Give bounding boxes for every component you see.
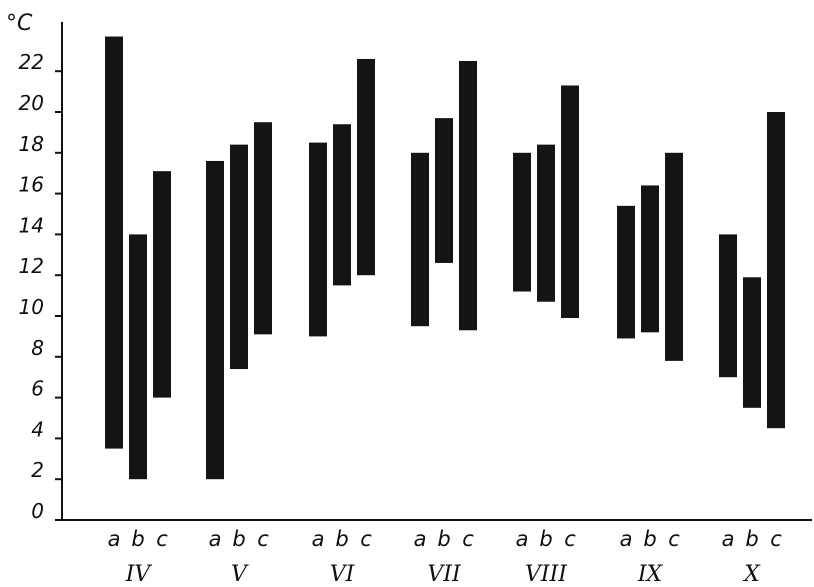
range-bar-vi-b xyxy=(333,124,351,286)
range-bar-v-c xyxy=(254,122,272,335)
bars xyxy=(105,36,785,480)
range-bar-x-c xyxy=(767,112,785,429)
category-label: IV xyxy=(125,562,153,587)
range-bar-viii-b xyxy=(537,144,555,302)
sub-label: b xyxy=(745,527,758,551)
sub-label: c xyxy=(156,527,168,551)
sub-label: c xyxy=(770,527,782,551)
range-bar-viii-c xyxy=(561,85,579,319)
y-tick-label: 8 xyxy=(31,336,44,360)
range-bar-x-a xyxy=(719,234,737,378)
sub-label: b xyxy=(643,527,656,551)
y-ticks: 0 2 4 6 8 10 12 14 16 18 20 22 xyxy=(19,50,62,523)
range-bar-ix-b xyxy=(641,185,659,333)
category-label: V xyxy=(231,562,249,587)
y-tick-label: 0 xyxy=(31,499,44,523)
range-bar-v-b xyxy=(230,144,248,370)
sub-label: c xyxy=(564,527,576,551)
category-label: IX xyxy=(637,562,664,587)
sub-label: b xyxy=(131,527,144,551)
range-bar-vi-c xyxy=(357,58,375,276)
sub-label: a xyxy=(722,527,735,551)
range-bar-iv-c xyxy=(153,171,171,398)
category-label: X xyxy=(742,562,761,587)
range-bar-iv-b xyxy=(129,234,147,480)
y-tick-label: 2 xyxy=(31,458,44,482)
range-bar-vii-a xyxy=(411,152,429,327)
y-unit-label: °C xyxy=(6,11,33,36)
sub-label: a xyxy=(312,527,325,551)
sub-label: b xyxy=(232,527,245,551)
y-tick-label: 22 xyxy=(19,50,44,74)
sub-label: a xyxy=(620,527,633,551)
sub-label: a xyxy=(209,527,222,551)
sub-label: b xyxy=(335,527,348,551)
range-bar-ix-a xyxy=(617,205,635,339)
y-tick-label: 12 xyxy=(19,254,44,278)
sub-label: c xyxy=(360,527,372,551)
range-bar-ix-c xyxy=(665,152,683,361)
sub-label: b xyxy=(539,527,552,551)
range-bar-vii-c xyxy=(459,61,477,331)
sub-label: a xyxy=(414,527,427,551)
range-bar-viii-a xyxy=(513,152,531,292)
range-bar-vii-b xyxy=(435,118,453,263)
sub-label: a xyxy=(108,527,121,551)
category-label: VII xyxy=(427,562,462,587)
y-tick-label: 10 xyxy=(19,295,44,319)
sub-label: b xyxy=(437,527,450,551)
sub-label: a xyxy=(516,527,529,551)
y-tick-label: 20 xyxy=(19,91,44,115)
y-tick-label: 6 xyxy=(31,377,44,401)
sub-label: c xyxy=(257,527,269,551)
y-tick-label: 4 xyxy=(31,417,44,441)
sub-label: c xyxy=(668,527,680,551)
category-label: VIII xyxy=(525,562,568,587)
range-bar-x-b xyxy=(743,277,761,408)
category-label: VI xyxy=(330,562,356,587)
range-bar-vi-a xyxy=(309,142,327,337)
range-bar-v-a xyxy=(206,160,224,480)
y-tick-label: 14 xyxy=(19,213,44,237)
range-bar-iv-a xyxy=(105,36,123,449)
y-tick-label: 16 xyxy=(19,173,44,197)
sub-label: c xyxy=(462,527,474,551)
y-tick-label: 18 xyxy=(19,132,44,156)
